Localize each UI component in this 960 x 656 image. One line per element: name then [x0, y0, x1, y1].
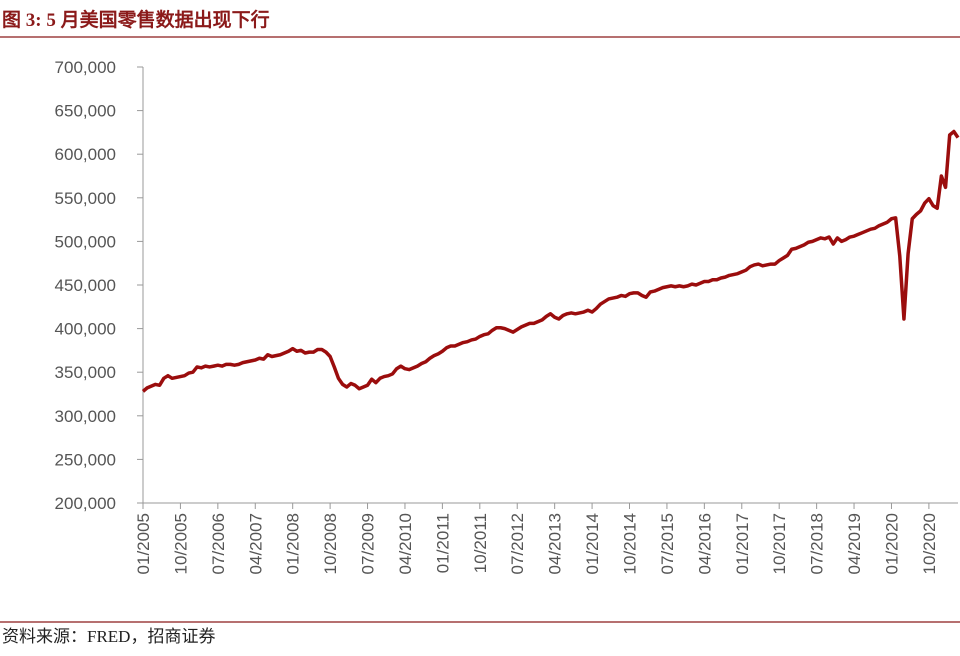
y-tick-label: 600,000 [55, 145, 116, 164]
y-tick-label: 500,000 [55, 232, 116, 251]
chart-title: 图 3: 5 月美国零售数据出现下行 [2, 8, 270, 31]
x-tick-label: 10/2020 [920, 513, 939, 574]
y-tick-label: 550,000 [55, 189, 116, 208]
x-tick-label: 07/2009 [359, 513, 378, 574]
x-tick-label: 07/2012 [508, 513, 527, 574]
x-tick-label: 10/2017 [770, 513, 789, 574]
y-tick-label: 400,000 [55, 320, 116, 339]
y-tick-label: 200,000 [55, 494, 116, 513]
x-tick-label: 07/2018 [808, 513, 827, 574]
x-tick-label: 10/2005 [171, 513, 190, 574]
y-tick-label: 250,000 [55, 450, 116, 469]
x-tick-label: 01/2017 [733, 513, 752, 574]
y-tick-label: 300,000 [55, 407, 116, 426]
x-tick-label: 04/2019 [845, 513, 864, 574]
x-tick-label: 07/2006 [209, 513, 228, 574]
y-tick-label: 700,000 [55, 58, 116, 77]
x-tick-label: 01/2014 [583, 513, 602, 574]
x-tick-label: 01/2011 [433, 513, 452, 573]
x-tick-label: 04/2013 [546, 513, 565, 574]
y-tick-label: 650,000 [55, 102, 116, 121]
x-tick-label: 07/2015 [658, 513, 677, 574]
x-tick-label: 01/2005 [134, 513, 153, 574]
x-tick-label: 01/2008 [284, 513, 303, 574]
data-line [141, 129, 960, 393]
x-tick-label: 04/2007 [246, 513, 265, 574]
x-tick-label: 10/2011 [471, 513, 490, 573]
source: 资料来源：FRED，招商证券 [2, 627, 215, 646]
x-tick-label: 04/2010 [396, 513, 415, 574]
x-tick-label: 10/2014 [621, 513, 640, 574]
y-tick-label: 450,000 [55, 276, 116, 295]
x-tick-label: 10/2008 [321, 513, 340, 574]
x-tick-label: 04/2016 [695, 513, 714, 574]
y-tick-label: 350,000 [55, 363, 116, 382]
x-tick-label: 01/2020 [882, 513, 901, 574]
